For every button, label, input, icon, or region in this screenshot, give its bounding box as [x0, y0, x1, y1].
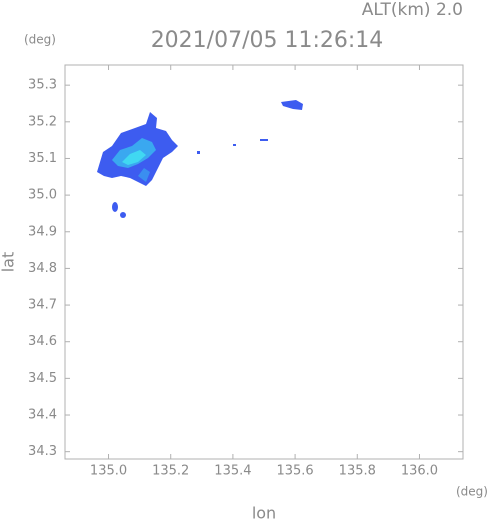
- y-axis-label: lat: [0, 252, 18, 273]
- plot-frame: [64, 64, 464, 460]
- y-tick-label: 34.8: [28, 261, 57, 276]
- y-tick-label: 34.9: [28, 224, 57, 239]
- altitude-annotation: ALT(km) 2.0: [362, 0, 463, 20]
- y-tick-label: 34.4: [28, 408, 57, 423]
- x-tick-label: 135.4: [214, 464, 251, 479]
- y-tick-label: 34.6: [28, 334, 57, 349]
- x-unit: (deg): [456, 485, 488, 499]
- chart-title: 2021/07/05 11:26:14: [151, 28, 384, 53]
- precipitation-echo: [97, 100, 303, 218]
- x-tick-label: 135.2: [152, 464, 189, 479]
- x-tick-label: 135.6: [276, 464, 313, 479]
- y-tick-label: 35.3: [28, 78, 57, 93]
- y-tick-label: 34.5: [28, 371, 57, 386]
- x-axis-label: lon: [252, 504, 276, 521]
- y-tick-label: 34.3: [28, 444, 57, 459]
- x-tick-label: 135.8: [339, 464, 376, 479]
- y-unit: (deg): [24, 33, 56, 47]
- y-tick-label: 35.0: [28, 188, 57, 203]
- x-tick-label: 136.0: [401, 464, 438, 479]
- y-tick-label: 34.7: [28, 298, 57, 313]
- y-tick-label: 35.1: [28, 151, 57, 166]
- y-tick-label: 35.2: [28, 114, 57, 129]
- x-tick-label: 135.0: [90, 464, 127, 479]
